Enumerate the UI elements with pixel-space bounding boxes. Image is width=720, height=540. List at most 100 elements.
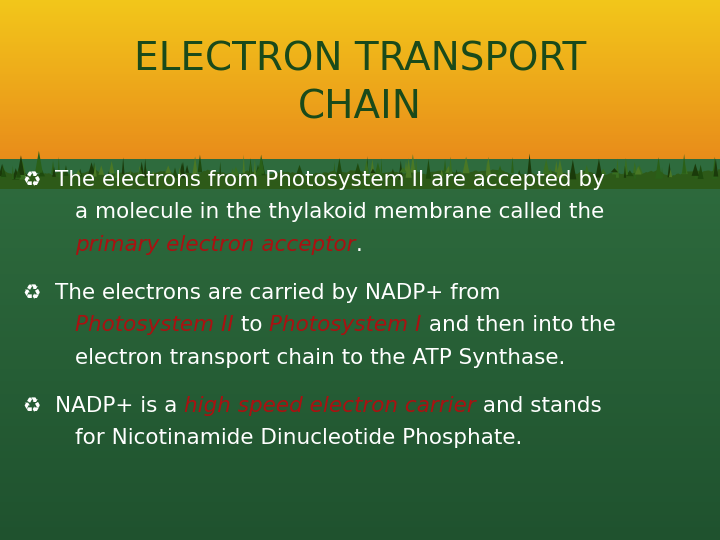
Bar [0, 318, 720, 324]
Polygon shape [527, 153, 532, 174]
Polygon shape [52, 167, 56, 177]
Polygon shape [107, 171, 110, 176]
Bar [0, 375, 720, 381]
Polygon shape [122, 158, 125, 174]
Bar [0, 242, 720, 248]
Bar [0, 4, 720, 6]
Bar [0, 118, 720, 119]
Bar [0, 356, 720, 362]
Bar [0, 137, 720, 139]
Bar [0, 280, 720, 286]
Polygon shape [463, 157, 469, 173]
Polygon shape [152, 171, 155, 175]
Polygon shape [19, 164, 27, 180]
Bar [0, 143, 720, 145]
Polygon shape [333, 162, 336, 178]
Polygon shape [426, 159, 431, 179]
Polygon shape [248, 159, 253, 178]
Polygon shape [511, 157, 514, 173]
Polygon shape [616, 159, 619, 178]
Bar [0, 470, 720, 477]
Polygon shape [231, 168, 235, 176]
Bar [0, 79, 720, 82]
Polygon shape [667, 163, 671, 177]
Bar [0, 235, 720, 242]
Text: The electrons are carried by NADP+ from: The electrons are carried by NADP+ from [55, 283, 500, 303]
Polygon shape [94, 164, 96, 177]
Bar [0, 527, 720, 534]
Bar [0, 42, 720, 44]
Polygon shape [477, 173, 485, 179]
Bar [0, 464, 720, 470]
Polygon shape [296, 165, 303, 174]
Polygon shape [17, 156, 24, 175]
Polygon shape [400, 167, 407, 172]
Polygon shape [449, 157, 452, 176]
Bar [0, 136, 720, 137]
Polygon shape [256, 165, 260, 172]
Polygon shape [1, 168, 6, 177]
Bar [0, 401, 720, 407]
Bar [0, 92, 720, 93]
Bar [0, 60, 720, 62]
Bar [0, 58, 720, 60]
Polygon shape [370, 159, 375, 176]
Bar [0, 125, 720, 127]
Polygon shape [250, 158, 251, 174]
Polygon shape [0, 167, 720, 189]
Polygon shape [570, 160, 576, 179]
Bar [0, 451, 720, 457]
Bar [0, 166, 720, 172]
Bar [0, 119, 720, 122]
Polygon shape [497, 165, 503, 175]
Bar [0, 420, 720, 426]
Text: ♻: ♻ [22, 283, 40, 303]
Polygon shape [387, 173, 393, 177]
Bar [0, 18, 720, 20]
Bar [0, 521, 720, 527]
Polygon shape [179, 162, 186, 177]
Polygon shape [410, 154, 415, 173]
Bar [0, 293, 720, 299]
Bar [0, 133, 720, 136]
Polygon shape [99, 165, 104, 175]
Polygon shape [405, 160, 408, 172]
Polygon shape [556, 159, 564, 178]
Bar [0, 110, 720, 111]
Bar [0, 44, 720, 46]
Bar [0, 30, 720, 32]
Bar [0, 153, 720, 156]
Bar [0, 93, 720, 96]
Polygon shape [63, 165, 68, 176]
Bar [0, 111, 720, 113]
Bar [0, 127, 720, 130]
Bar [0, 254, 720, 261]
Polygon shape [698, 165, 703, 179]
Polygon shape [130, 173, 132, 178]
Text: ♻: ♻ [22, 170, 40, 190]
Bar [0, 483, 720, 489]
Polygon shape [440, 170, 444, 176]
Polygon shape [633, 162, 636, 173]
Bar [0, 159, 720, 166]
Polygon shape [89, 163, 95, 174]
Text: .: . [356, 234, 362, 254]
Bar [0, 131, 720, 133]
Polygon shape [12, 168, 19, 179]
Polygon shape [185, 165, 189, 173]
Bar [0, 141, 720, 143]
Polygon shape [547, 168, 554, 178]
Polygon shape [669, 169, 672, 177]
Bar [0, 261, 720, 267]
Bar [0, 312, 720, 318]
Polygon shape [370, 168, 376, 173]
Text: high speed electron carrier: high speed electron carrier [184, 396, 476, 416]
Bar [0, 28, 720, 30]
Bar [0, 150, 720, 151]
Bar [0, 273, 720, 280]
Text: and then into the: and then into the [421, 315, 616, 335]
Bar [0, 24, 720, 26]
Bar [0, 14, 720, 16]
Bar [0, 267, 720, 273]
Polygon shape [714, 159, 719, 177]
